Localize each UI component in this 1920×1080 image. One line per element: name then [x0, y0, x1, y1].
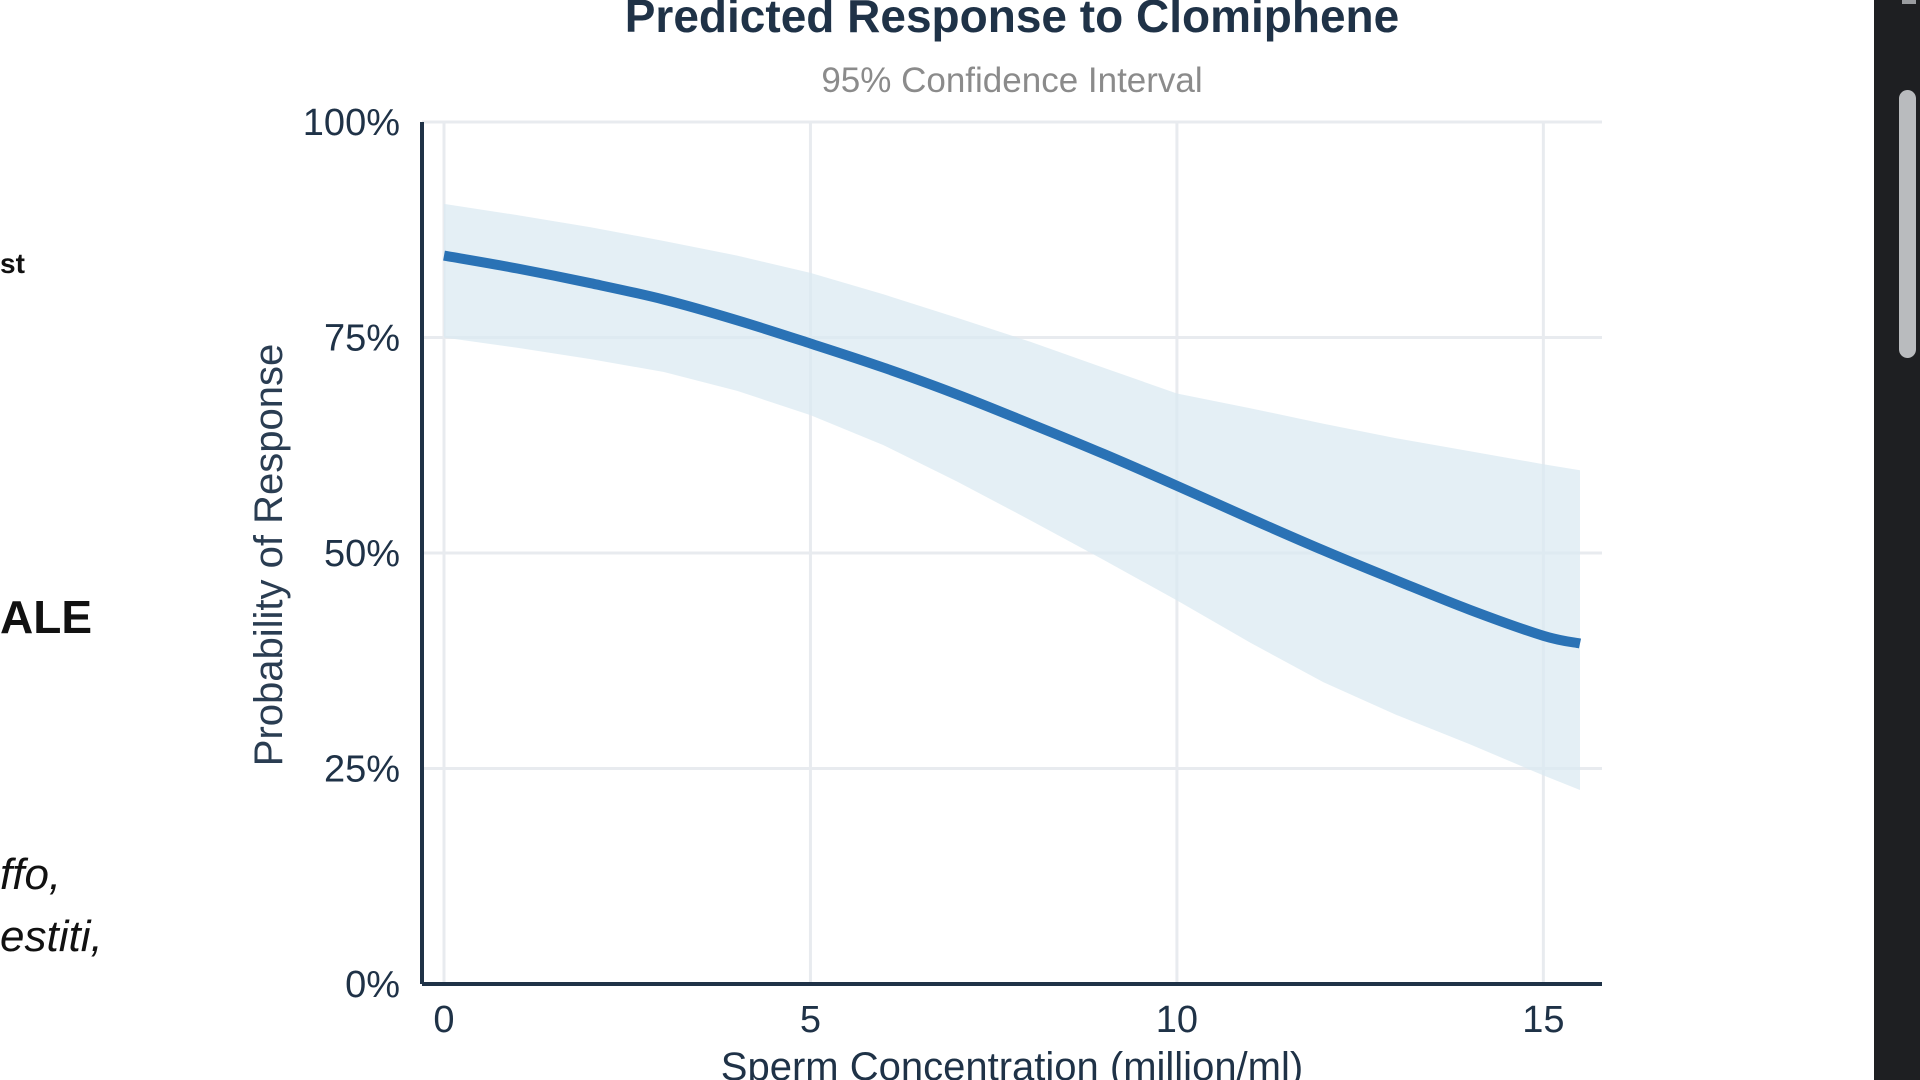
chart-subtitle: 95% Confidence Interval: [821, 61, 1202, 100]
y-tick-label: 100%: [303, 102, 400, 144]
confidence-band: [444, 203, 1580, 790]
x-tick-label: 5: [800, 999, 821, 1041]
y-tick-label: 0%: [345, 964, 400, 1006]
y-tick-label: 25%: [324, 749, 400, 791]
confidence-band-layer: [444, 203, 1580, 790]
scroll-up-arrow-icon[interactable]: [1902, 0, 1916, 4]
x-tick-label: 15: [1522, 999, 1564, 1041]
side-text-line: estiti,: [0, 912, 103, 961]
chart-axes: [420, 122, 1602, 986]
series-line-layer: [443, 250, 1582, 649]
side-text-line: ffo,: [0, 850, 62, 899]
y-axis-label: Probability of Response: [247, 344, 291, 766]
x-axis-label: Sperm Concentration (million/ml): [721, 1045, 1303, 1080]
chart-title: Predicted Response to Clomiphene: [625, 0, 1399, 42]
x-tick-label: 10: [1156, 999, 1198, 1041]
x-tick-label: 0: [433, 999, 454, 1041]
y-tick-label: 75%: [324, 318, 400, 360]
scrollbar-thumb[interactable]: [1899, 90, 1916, 358]
y-tick-label: 50%: [324, 533, 400, 575]
cropped-side-text: st ALE ffo, estiti,: [0, 0, 120, 1080]
side-text-line: st: [0, 248, 25, 279]
side-text-heading: ALE: [0, 591, 92, 643]
series-line: [443, 250, 1582, 649]
response-chart: Predicted Response to Clomiphene 95% Con…: [247, 0, 1602, 1080]
tick-labels: 0% 25% 50% 75% 100% 0 5 10 15: [303, 102, 1565, 1041]
